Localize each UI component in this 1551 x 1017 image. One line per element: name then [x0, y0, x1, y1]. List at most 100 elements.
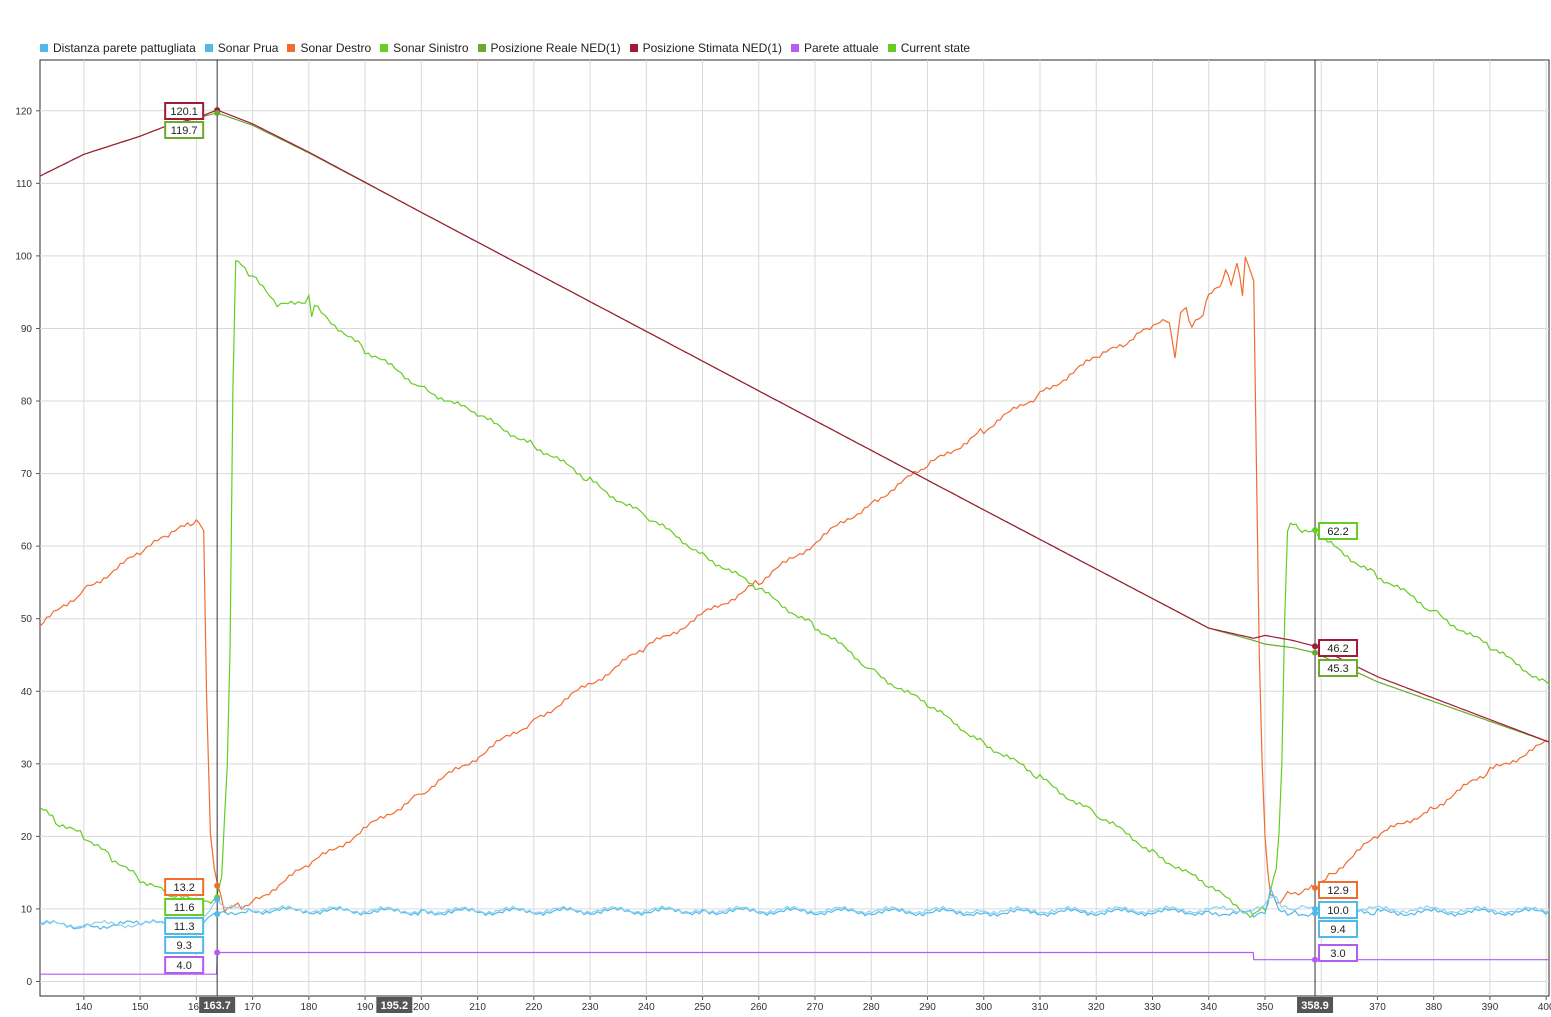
cursor-value-box: [199, 997, 236, 1013]
chart-legend: Distanza parete pattugliata Sonar Prua Son…: [40, 40, 979, 56]
data-point-marker: [214, 882, 221, 889]
legend-label: Sonar Sinistro: [393, 41, 469, 55]
data-label-box: [164, 121, 205, 139]
series-line-posizione-stimata-ned-1: [39, 109, 1550, 743]
legend-item[interactable]: Distanza parete pattugliata: [40, 41, 196, 55]
x-tick-label: 200: [413, 1002, 430, 1013]
x-tick-label: 260: [750, 1002, 767, 1013]
series-line-sonar-sinistro: [39, 260, 1550, 919]
y-tick-label: 90: [21, 324, 33, 335]
data-point-marker: [1312, 649, 1319, 656]
y-tick-label: 20: [21, 832, 33, 843]
data-label-box: [1318, 522, 1359, 540]
x-tick-label: 330: [1144, 1002, 1161, 1013]
y-tick-label: 120: [15, 106, 32, 117]
x-tick-label: 170: [244, 1002, 261, 1013]
x-tick-label: 280: [863, 1002, 880, 1013]
x-tick-label: 290: [919, 1002, 936, 1013]
data-label: 9.3: [177, 940, 192, 952]
data-point-marker: [1312, 956, 1319, 963]
y-tick-label: 40: [21, 687, 33, 698]
data-point-marker: [214, 896, 221, 903]
legend-item[interactable]: Posizione Reale NED(1): [477, 41, 621, 55]
data-point-marker: [1312, 905, 1319, 912]
y-tick-label: 0: [26, 977, 32, 988]
data-point-marker: [1312, 910, 1319, 917]
x-tick-label: 310: [1032, 1002, 1049, 1013]
data-label: 13.2: [173, 882, 194, 894]
x-tick-label: 180: [300, 1002, 317, 1013]
y-tick-label: 80: [21, 397, 33, 408]
legend-item[interactable]: Sonar Sinistro: [380, 41, 469, 55]
cursor-value-label: 163.7: [203, 1000, 231, 1012]
x-tick-label: 340: [1200, 1002, 1217, 1013]
cursor-value-box: [1297, 997, 1334, 1013]
legend-swatch: [380, 44, 389, 52]
data-label-box: [164, 956, 205, 974]
data-label: 10.0: [1327, 905, 1348, 917]
legend-item[interactable]: Sonar Prua: [204, 41, 279, 55]
x-tick-label: 350: [1257, 1002, 1274, 1013]
x-tick-label: 250: [694, 1002, 711, 1013]
data-label: 3.0: [1330, 948, 1345, 960]
legend-label: Sonar Destro: [300, 41, 372, 55]
x-tick-label: 210: [469, 1002, 486, 1013]
data-point-marker: [214, 109, 221, 116]
data-label-box: [1318, 881, 1359, 899]
x-tick-label: 380: [1425, 1002, 1442, 1013]
y-tick-label: 110: [16, 179, 32, 190]
legend-swatch: [791, 44, 799, 52]
cursor-value-label: 358.9: [1301, 1000, 1329, 1012]
data-label: 46.2: [1327, 643, 1348, 655]
data-label-box: [1318, 901, 1359, 919]
data-label: 120.1: [170, 106, 198, 118]
data-label: 119.7: [171, 125, 198, 137]
data-label: 4.0: [177, 960, 192, 972]
data-label: 45.3: [1327, 663, 1348, 675]
legend-swatch: [287, 44, 296, 52]
x-tick-label: 150: [132, 1002, 149, 1013]
legend-swatch: [40, 44, 48, 52]
y-tick-label: 30: [21, 759, 33, 770]
series-line-sonar-destro: [39, 256, 1550, 914]
y-tick-label: 50: [21, 614, 33, 625]
data-label: 11.6: [174, 902, 195, 914]
legend-label: Parete attuale: [804, 41, 879, 55]
series-line-parete-attuale: [40, 951, 1549, 975]
y-tick-label: 100: [15, 251, 32, 262]
data-point-marker: [1312, 643, 1319, 650]
x-tick-label: 320: [1088, 1002, 1105, 1013]
data-label-box: [164, 898, 205, 916]
data-label-box: [164, 878, 205, 896]
data-label-box: [1318, 920, 1359, 938]
x-tick-label: 300: [975, 1002, 992, 1013]
legend-swatch: [629, 44, 638, 52]
legend-item[interactable]: Sonar Destro: [287, 41, 371, 55]
center-marker-label: 195.2: [381, 1000, 409, 1012]
data-point-marker: [214, 949, 221, 956]
data-point-marker: [214, 911, 221, 918]
legend-label: Sonar Prua: [217, 41, 279, 55]
legend-label: Posizione Reale NED(1): [490, 41, 621, 55]
x-tick-label: 190: [357, 1002, 374, 1013]
x-tick-label: 220: [525, 1002, 542, 1013]
data-label: 9.4: [1330, 924, 1345, 936]
y-tick-label: 70: [21, 469, 33, 480]
x-tick-label: 270: [807, 1002, 824, 1013]
legend-item[interactable]: Parete attuale: [791, 41, 879, 55]
series-line-distanza-parete-pattugliata: [39, 895, 1550, 929]
center-marker-box: [376, 997, 413, 1013]
data-label: 62.2: [1327, 526, 1348, 538]
legend-item[interactable]: Current state: [887, 41, 971, 55]
legend-swatch: [887, 44, 896, 52]
legend-label: Current state: [900, 41, 971, 55]
legend-swatch: [477, 44, 486, 52]
legend-item[interactable]: Posizione Stimata NED(1): [629, 41, 782, 55]
data-point-marker: [1312, 884, 1319, 891]
x-tick-label: 400: [1538, 1002, 1551, 1013]
x-tick-label: 370: [1369, 1002, 1386, 1013]
data-label-box: [1318, 944, 1359, 962]
x-tick-label: 140: [76, 1002, 93, 1013]
data-label-box: [1318, 659, 1359, 677]
data-label: 11.3: [174, 921, 195, 933]
